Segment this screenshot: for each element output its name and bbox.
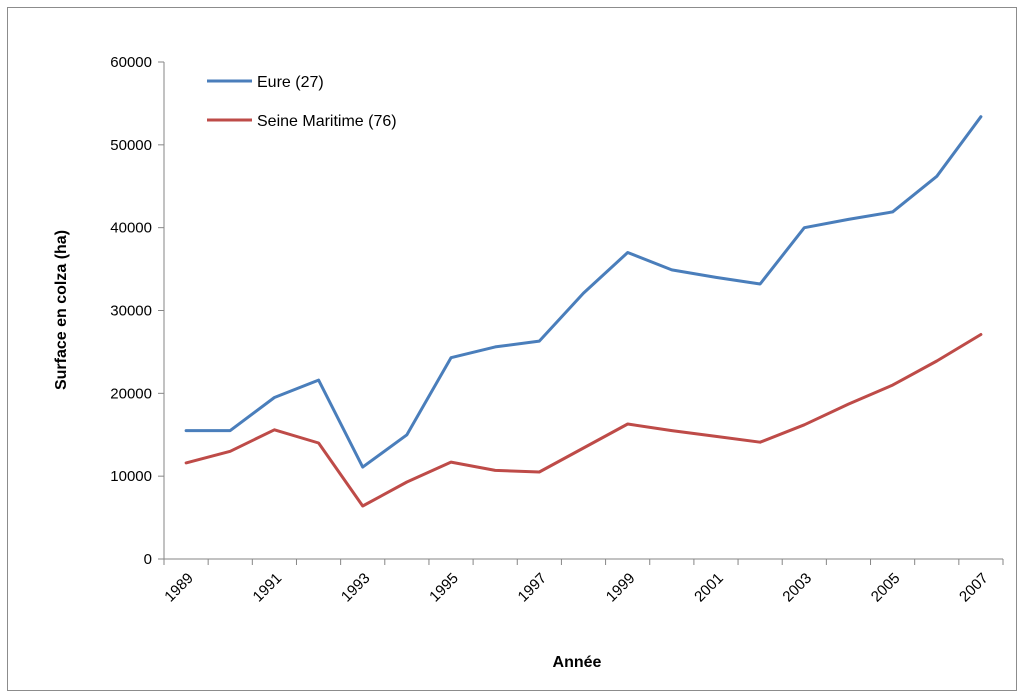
x-tick-label: 2007 <box>956 570 992 606</box>
y-axis-title: Surface en colza (ha) <box>53 230 70 390</box>
x-tick-label: 1999 <box>603 570 639 606</box>
series-line-seine-maritime-76 <box>184 333 983 508</box>
series-layer <box>184 115 983 508</box>
x-tick-label: 1993 <box>338 570 374 606</box>
x-tick-label: 1997 <box>515 570 551 606</box>
y-tick-label: 10000 <box>110 468 152 485</box>
x-tick-label: 1989 <box>161 570 197 606</box>
legend-label: Seine Maritime (76) <box>257 113 397 130</box>
legend-label: Eure (27) <box>257 74 324 91</box>
legend: Eure (27) Seine Maritime (76) <box>207 74 397 130</box>
x-tick-label: 1991 <box>250 570 286 606</box>
x-tick-label: 2001 <box>691 570 727 606</box>
x-tick-label: 1995 <box>426 570 462 606</box>
y-tick-label: 40000 <box>110 220 152 237</box>
x-axis-title: Année <box>553 654 602 671</box>
x-tick-label: 2005 <box>868 570 904 606</box>
y-tick-label: 50000 <box>110 137 152 154</box>
y-tick-label: 0 <box>144 551 152 568</box>
series-line-eure-27 <box>184 115 983 469</box>
x-tick-label: 2003 <box>779 570 815 606</box>
y-tick-label: 20000 <box>110 385 152 402</box>
axes: 0 10000 20000 30000 40000 50000 60000 1989 1991 1… <box>110 54 1004 606</box>
y-tick-label: 60000 <box>110 54 152 71</box>
y-tick-label: 30000 <box>110 303 152 320</box>
chart-frame <box>7 7 1017 691</box>
